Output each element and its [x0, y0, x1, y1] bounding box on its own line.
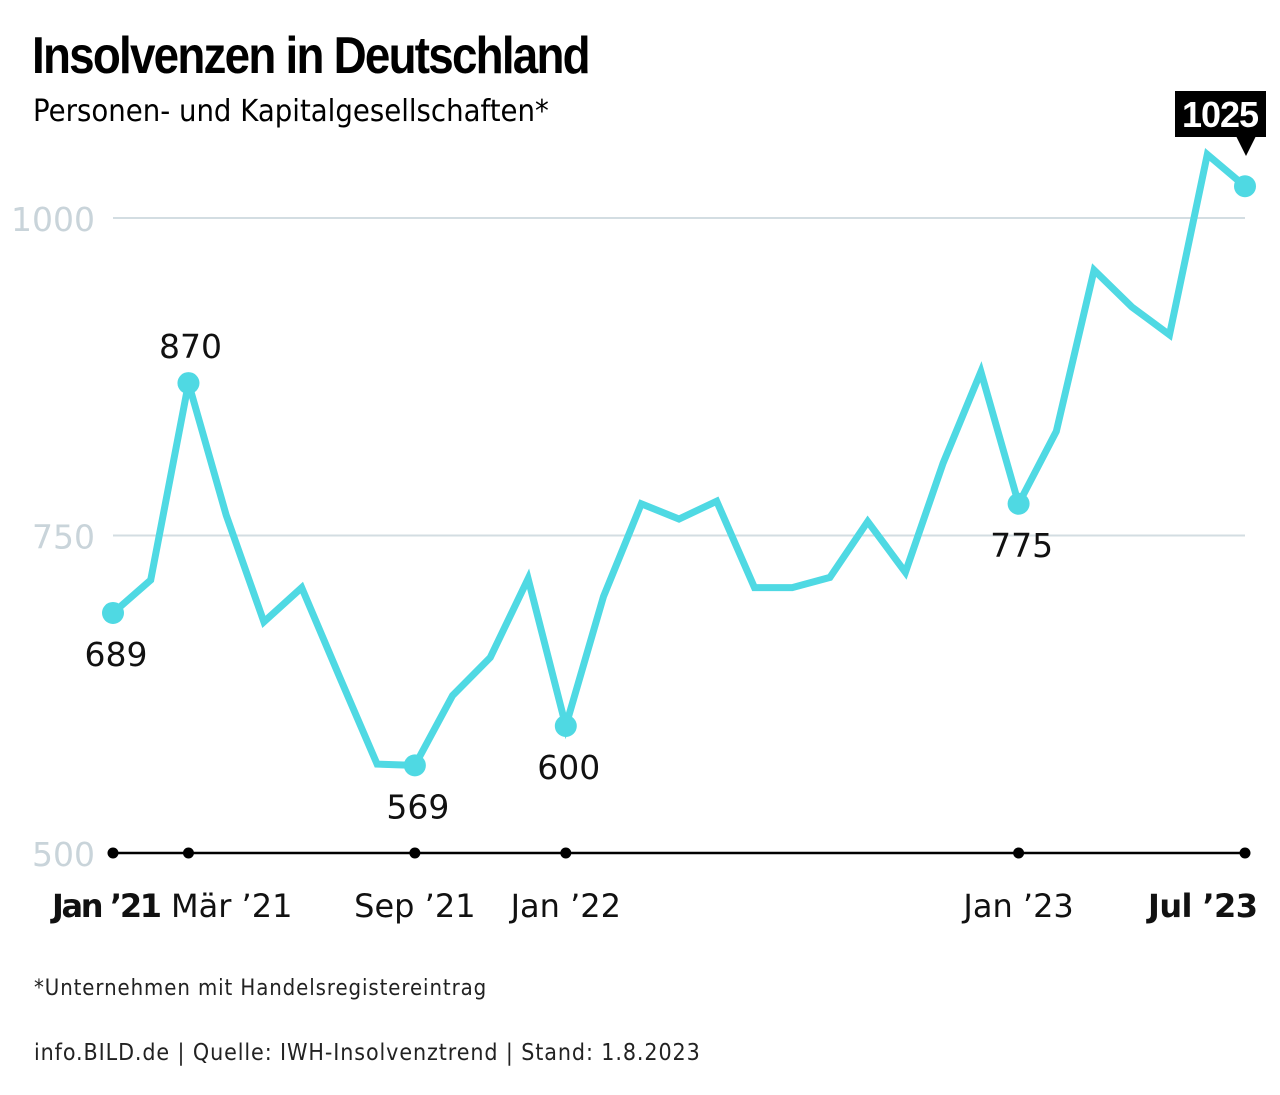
data-label: 775 — [990, 526, 1053, 565]
data-point-marker — [177, 372, 200, 395]
x-tick-dot — [1239, 847, 1251, 859]
y-tick-label-750: 750 — [32, 518, 95, 557]
x-tick-label: Sep ’21 — [354, 887, 475, 925]
chart-subtitle: Personen- und Kapitalgesellschaften* — [33, 94, 549, 129]
data-point-marker — [102, 601, 124, 624]
chart-title: Insolvenzen in Deutschland — [32, 27, 591, 85]
data-point-marker — [403, 754, 426, 777]
callout-pointer — [1236, 136, 1256, 156]
data-point-marker — [1234, 175, 1256, 198]
x-tick-dot — [1013, 847, 1025, 859]
footnote: *Unternehmen mit Handelsregistereintrag — [34, 976, 488, 1001]
data-point-marker — [554, 715, 577, 737]
callout-label: 1025 — [1182, 94, 1259, 135]
series-line-insolvenzen — [109, 148, 1249, 769]
x-tick-label: Jan ’23 — [961, 887, 1073, 925]
x-tick-label: Jan ’21 — [50, 887, 162, 925]
x-tick-label: Mär ’21 — [171, 887, 292, 925]
x-tick-dot — [409, 847, 421, 859]
data-label: 870 — [159, 327, 222, 366]
data-label: 569 — [386, 787, 449, 826]
data-label: 600 — [537, 748, 600, 787]
y-tick-label-1000: 1000 — [11, 200, 95, 239]
data-point-marker — [1007, 492, 1030, 515]
source-line: info.BILD.de | Quelle: IWH-Insolvenztren… — [34, 1040, 701, 1066]
x-tick-dot — [560, 847, 572, 859]
y-tick-label-500: 500 — [32, 835, 95, 874]
x-tick-label: Jan ’22 — [509, 887, 621, 925]
data-label: 689 — [85, 635, 148, 674]
callout-box — [1175, 91, 1266, 137]
x-tick-label: Jul ’23 — [1146, 887, 1258, 925]
x-tick-dot — [182, 847, 194, 859]
x-tick-dot — [107, 847, 119, 859]
